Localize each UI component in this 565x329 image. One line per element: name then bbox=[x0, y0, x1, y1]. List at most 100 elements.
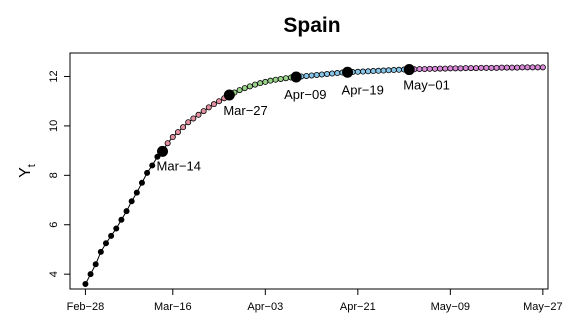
series-layer bbox=[82, 64, 546, 288]
data-point bbox=[154, 153, 161, 160]
data-point bbox=[241, 85, 248, 92]
data-point bbox=[534, 64, 541, 71]
data-point bbox=[169, 134, 176, 141]
data-point bbox=[483, 64, 490, 71]
data-point bbox=[144, 169, 151, 176]
data-point bbox=[190, 115, 197, 122]
y-axis-label-main: Y bbox=[17, 167, 34, 178]
data-point bbox=[488, 64, 495, 71]
data-point bbox=[308, 72, 315, 79]
data-point bbox=[282, 75, 289, 82]
breakpoint-layer: Mar−14 Mar−27 Apr−09 Apr−19 May−01 bbox=[157, 64, 450, 173]
data-point bbox=[174, 129, 181, 136]
data-point bbox=[138, 179, 145, 186]
data-point bbox=[123, 208, 130, 215]
data-point bbox=[128, 198, 135, 205]
y-axis-label: Yt bbox=[17, 164, 38, 178]
data-point bbox=[524, 64, 531, 71]
data-point bbox=[87, 271, 94, 278]
data-point bbox=[149, 162, 156, 169]
axes: Feb−28 Mar−16 Apr−03 Apr−21 May−09 May−27 4 6 8 1… bbox=[48, 70, 563, 313]
data-point bbox=[82, 281, 89, 288]
data-point bbox=[359, 68, 366, 75]
data-point bbox=[478, 64, 485, 71]
data-point bbox=[457, 65, 464, 72]
data-point bbox=[334, 70, 341, 77]
data-point bbox=[390, 67, 397, 74]
data-point bbox=[246, 83, 253, 90]
data-point bbox=[519, 64, 526, 71]
x-tick-label: May−09 bbox=[431, 301, 470, 313]
data-point bbox=[118, 216, 125, 223]
data-point bbox=[473, 65, 480, 72]
data-point bbox=[318, 71, 325, 78]
breakpoint-marker bbox=[342, 66, 354, 78]
data-point bbox=[329, 70, 336, 77]
data-point bbox=[514, 64, 521, 71]
breakpoint-marker bbox=[157, 145, 169, 157]
y-tick-label: 8 bbox=[48, 172, 60, 178]
data-point bbox=[503, 64, 510, 71]
breakpoint-label: Mar−27 bbox=[223, 103, 267, 118]
data-point bbox=[493, 64, 500, 71]
x-tick-label: Apr−21 bbox=[340, 301, 376, 313]
data-point bbox=[395, 66, 402, 73]
y-tick-label: 4 bbox=[48, 271, 60, 277]
data-point bbox=[509, 64, 516, 71]
x-tick-label: Apr−03 bbox=[247, 301, 283, 313]
data-point bbox=[210, 101, 217, 108]
data-point bbox=[277, 75, 284, 82]
data-point bbox=[426, 65, 433, 72]
data-point bbox=[370, 68, 377, 75]
data-point bbox=[354, 68, 361, 75]
data-point bbox=[416, 66, 423, 73]
data-point bbox=[539, 64, 546, 71]
y-axis-label-subscript: t bbox=[26, 164, 38, 167]
data-point bbox=[467, 65, 474, 72]
data-point bbox=[313, 71, 320, 78]
data-point bbox=[236, 87, 243, 94]
data-point bbox=[267, 77, 274, 84]
data-point bbox=[97, 248, 104, 255]
y-tick-label: 6 bbox=[48, 222, 60, 228]
data-point bbox=[452, 65, 459, 72]
breakpoint-marker bbox=[403, 64, 415, 76]
data-point bbox=[216, 98, 223, 105]
y-tick-label: 12 bbox=[48, 70, 60, 82]
x-tick-label: Feb−28 bbox=[67, 301, 105, 313]
data-point bbox=[365, 68, 372, 75]
data-point bbox=[437, 65, 444, 72]
data-point bbox=[375, 67, 382, 74]
data-point bbox=[180, 124, 187, 131]
data-point bbox=[380, 67, 387, 74]
data-point bbox=[102, 240, 109, 247]
breakpoint-marker bbox=[223, 89, 235, 101]
data-point bbox=[385, 67, 392, 74]
data-point bbox=[185, 119, 192, 126]
data-point bbox=[447, 65, 454, 72]
data-point bbox=[498, 64, 505, 71]
data-point bbox=[205, 104, 212, 111]
data-point bbox=[257, 80, 264, 87]
data-point bbox=[164, 140, 171, 147]
data-point bbox=[252, 81, 259, 88]
breakpoint-label: Mar−14 bbox=[157, 158, 201, 173]
data-point bbox=[195, 111, 202, 118]
chart-title: Spain bbox=[283, 14, 340, 37]
x-tick-label: Mar−16 bbox=[154, 301, 192, 313]
data-point bbox=[133, 189, 140, 196]
data-point bbox=[262, 78, 269, 85]
data-point bbox=[92, 261, 99, 268]
data-point bbox=[113, 225, 120, 232]
breakpoint-label: May−01 bbox=[403, 78, 450, 93]
data-point bbox=[200, 108, 207, 115]
data-point bbox=[462, 65, 469, 72]
data-point bbox=[323, 71, 330, 78]
data-point bbox=[431, 65, 438, 72]
y-tick-label: 10 bbox=[48, 120, 60, 132]
data-point bbox=[108, 232, 115, 239]
breakpoint-marker bbox=[290, 71, 302, 83]
breakpoint-label: Apr−19 bbox=[342, 82, 384, 97]
breakpoint-label: Apr−09 bbox=[284, 87, 326, 102]
